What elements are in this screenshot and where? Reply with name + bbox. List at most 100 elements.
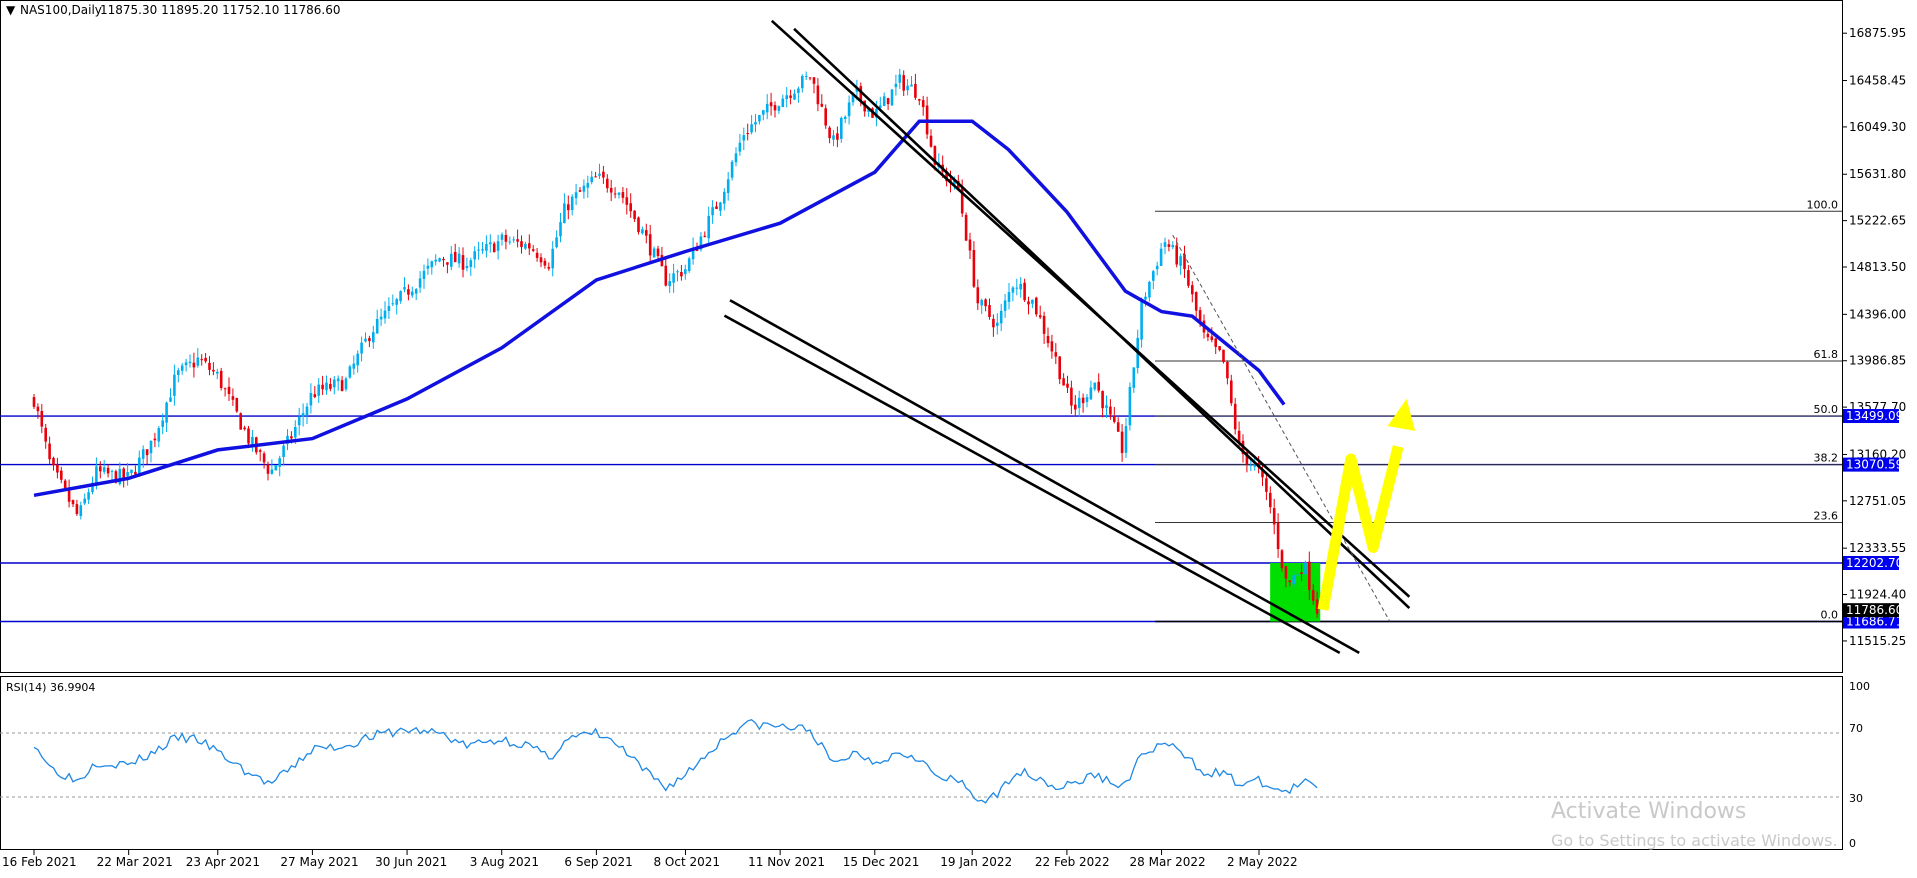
candle (450, 245, 453, 271)
candle (219, 367, 223, 391)
candle-body (282, 445, 285, 457)
candle (613, 187, 617, 199)
candle (832, 130, 835, 147)
candle-body (407, 289, 410, 295)
channel-line[interactable] (793, 27, 1411, 610)
candle-body (184, 362, 188, 366)
candle (192, 352, 196, 378)
candle-body (668, 281, 671, 287)
candle (1116, 417, 1120, 433)
candle-body (216, 371, 219, 374)
candle-body (403, 287, 406, 290)
channel-line[interactable] (723, 314, 1341, 655)
candle (430, 260, 434, 275)
candle (243, 425, 246, 431)
candle (67, 479, 71, 508)
candle-body (95, 466, 98, 483)
candle-body (528, 243, 531, 249)
candle (738, 133, 742, 156)
triangle-down-icon[interactable]: ▼ (6, 3, 16, 17)
dashed-trend-line[interactable] (1172, 234, 1391, 622)
candle-body (1003, 300, 1007, 311)
candle (843, 115, 847, 124)
candle (1179, 253, 1182, 275)
candle-body (1249, 464, 1253, 466)
candle-body (372, 332, 375, 343)
candle (984, 298, 987, 312)
rsi-panel-frame (0, 676, 1843, 850)
candle (1007, 283, 1011, 310)
candle (914, 73, 917, 100)
candle-body (1226, 361, 1229, 379)
candle (368, 335, 371, 348)
candle (890, 89, 894, 106)
candle (1300, 564, 1303, 582)
candle (75, 499, 79, 516)
candle (508, 236, 512, 245)
candle-body (637, 217, 640, 233)
candle-body (606, 178, 609, 189)
candle-body (656, 248, 660, 256)
candle-body (473, 251, 476, 260)
candle (418, 271, 422, 293)
candle-body (801, 75, 804, 89)
candle (898, 68, 902, 90)
candle (157, 425, 161, 448)
candle (1074, 395, 1077, 417)
fib-level-label: 61.8 (1814, 348, 1839, 361)
candle (645, 223, 648, 244)
candle (964, 212, 968, 242)
candle (317, 378, 320, 403)
candle-body (559, 222, 562, 237)
candle-body (465, 266, 469, 269)
candle-body (391, 303, 395, 305)
candle-body (1058, 356, 1061, 380)
candle-body (414, 288, 418, 294)
candle-body (294, 427, 297, 438)
candle (918, 98, 921, 106)
candle (882, 92, 886, 107)
candle-body (110, 470, 114, 472)
candle-body (356, 353, 359, 366)
price-tag-label: 11786.60 (1846, 603, 1903, 617)
candle (808, 77, 812, 81)
candle (489, 234, 492, 253)
candle (453, 243, 457, 263)
candle-body (758, 114, 761, 122)
candle (906, 79, 909, 96)
candle (375, 309, 379, 334)
rsi-tick-70: 70 (1849, 722, 1863, 735)
candle-body (1132, 367, 1136, 388)
candle (1218, 345, 1221, 352)
candle (781, 94, 785, 108)
candle (1046, 327, 1050, 348)
candle-body (719, 202, 722, 211)
candle-body (996, 322, 999, 326)
candle-body (684, 269, 687, 275)
candle-body (676, 271, 679, 273)
price-tick-label: 11924.40 (1849, 588, 1906, 602)
candle-body (1109, 406, 1112, 415)
candle (262, 451, 266, 469)
candle-body (387, 306, 391, 311)
candle (1042, 311, 1046, 344)
candle (742, 127, 746, 151)
candle (356, 350, 359, 373)
candle-body (1191, 285, 1194, 295)
candle (473, 246, 476, 269)
candle-body (1144, 296, 1147, 300)
candle (773, 101, 777, 118)
candle-body (621, 192, 625, 198)
channel-line[interactable] (729, 299, 1360, 655)
candle-body (364, 338, 367, 342)
candle (1296, 567, 1299, 578)
candle-body (258, 450, 262, 452)
candle (372, 325, 375, 349)
candle-body (1222, 349, 1225, 363)
candle (535, 247, 539, 262)
candle (1152, 270, 1155, 290)
candle-body (945, 171, 948, 182)
candle-body (290, 436, 293, 439)
candle-body (1074, 404, 1077, 410)
candle-body (664, 265, 668, 286)
